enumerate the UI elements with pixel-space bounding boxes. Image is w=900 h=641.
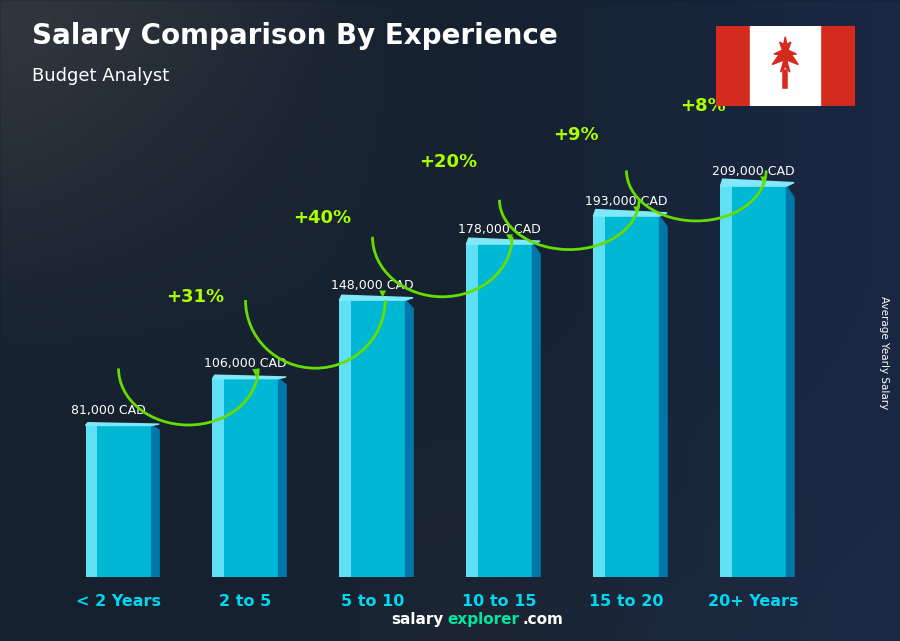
Text: Salary Comparison By Experience: Salary Comparison By Experience	[32, 22, 557, 51]
Bar	[339, 300, 351, 577]
Text: 148,000 CAD: 148,000 CAD	[331, 279, 414, 292]
Text: .com: .com	[522, 612, 562, 627]
Polygon shape	[339, 296, 413, 300]
Polygon shape	[212, 375, 286, 379]
Text: 193,000 CAD: 193,000 CAD	[585, 195, 668, 208]
Text: +9%: +9%	[553, 126, 599, 144]
Bar	[751, 26, 820, 106]
Polygon shape	[720, 179, 794, 186]
Text: +8%: +8%	[680, 97, 725, 115]
Text: 81,000 CAD: 81,000 CAD	[71, 404, 146, 417]
Bar	[466, 244, 478, 577]
Text: Budget Analyst: Budget Analyst	[32, 67, 169, 85]
Polygon shape	[406, 300, 413, 577]
Bar	[86, 426, 97, 577]
Polygon shape	[593, 210, 667, 216]
Polygon shape	[466, 238, 540, 244]
Polygon shape	[772, 37, 798, 72]
Bar	[593, 216, 606, 577]
Text: Average Yearly Salary: Average Yearly Salary	[878, 296, 889, 409]
Bar	[351, 300, 406, 577]
Bar	[97, 426, 151, 577]
Bar	[478, 244, 533, 577]
Polygon shape	[278, 379, 286, 577]
Bar	[606, 216, 660, 577]
Bar	[820, 26, 855, 106]
Text: +40%: +40%	[292, 208, 351, 227]
Bar	[224, 379, 278, 577]
Text: 209,000 CAD: 209,000 CAD	[712, 165, 795, 178]
Polygon shape	[660, 216, 667, 577]
Text: salary: salary	[392, 612, 444, 627]
Bar	[720, 186, 733, 577]
Polygon shape	[787, 186, 794, 577]
Polygon shape	[86, 422, 159, 426]
Text: 178,000 CAD: 178,000 CAD	[458, 222, 541, 236]
Bar	[733, 186, 787, 577]
Text: 106,000 CAD: 106,000 CAD	[204, 357, 287, 370]
Polygon shape	[151, 426, 159, 577]
Text: explorer: explorer	[447, 612, 519, 627]
Polygon shape	[533, 244, 540, 577]
Bar	[212, 379, 224, 577]
Text: +20%: +20%	[419, 153, 478, 171]
Text: +31%: +31%	[166, 288, 224, 306]
Bar	[716, 26, 751, 106]
